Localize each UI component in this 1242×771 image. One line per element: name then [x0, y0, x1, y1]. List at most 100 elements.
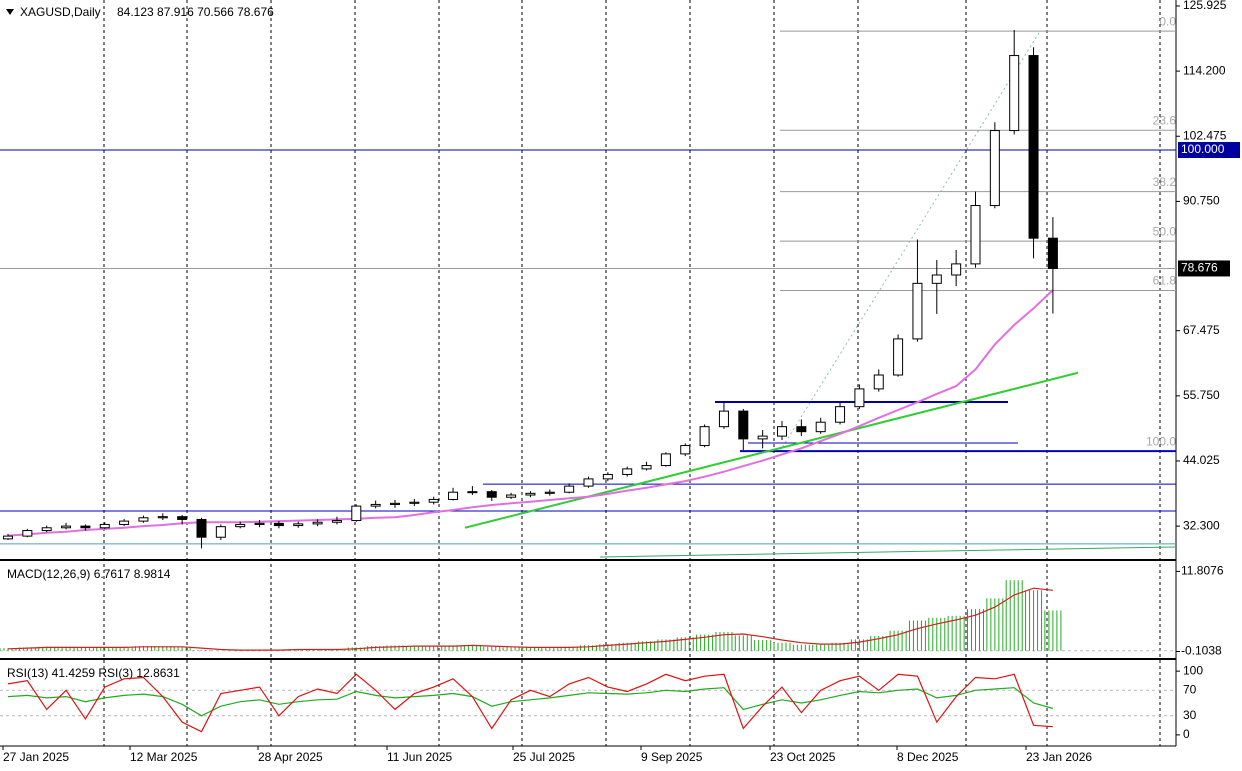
candle-body: [486, 491, 497, 498]
y-tick-label: 114.200: [1183, 63, 1226, 77]
rsi-line: [7, 673, 1053, 733]
candle-body: [757, 435, 768, 440]
x-tick-label: 25 Jul 2025: [513, 750, 575, 764]
trendline: [599, 546, 1176, 558]
x-tick-label: 23 Oct 2025: [770, 750, 836, 764]
candle-body: [1028, 55, 1039, 239]
candle-body: [448, 491, 459, 500]
candle-body: [835, 406, 846, 423]
fib-label: 61.8: [1153, 274, 1177, 288]
y-tick-label: 44.025: [1183, 453, 1220, 467]
candle-body: [777, 426, 787, 437]
candle-body: [951, 263, 962, 276]
candle-body: [931, 274, 942, 284]
y-tick-label: 102.475: [1183, 128, 1227, 142]
ohlc-label: 84.123 87.916 70.566 78.676: [117, 5, 274, 19]
fib-label: 50.0: [1153, 224, 1177, 238]
macd-tick-label: 11.8076: [1181, 564, 1224, 578]
symbol-title: XAGUSD,Daily: [20, 5, 101, 19]
candle-body: [641, 465, 652, 470]
y-tick-label: 55.750: [1183, 388, 1220, 402]
fib-trend: [779, 30, 1041, 452]
candle-body: [331, 520, 342, 523]
price-level-box: [1178, 142, 1240, 158]
rsi-tick-label: 100: [1183, 663, 1203, 677]
price-level-label: 100.000: [1181, 142, 1225, 156]
rsi-tick-label: 70: [1183, 682, 1197, 696]
candle-body: [815, 421, 826, 433]
candle-body: [699, 426, 710, 447]
x-tick-label: 23 Jan 2026: [1026, 750, 1092, 764]
candle-body: [854, 388, 865, 408]
x-tick-label: 12 Mar 2025: [130, 750, 198, 764]
candle-body: [41, 527, 52, 532]
rsi-tick-label: 30: [1183, 708, 1197, 722]
candle-body: [215, 526, 226, 538]
candle-body: [738, 410, 749, 440]
fib-label: 23.6: [1153, 113, 1177, 127]
candle-body: [525, 492, 536, 496]
candle-body: [428, 498, 439, 503]
candle-body: [138, 517, 149, 522]
candle-body: [3, 535, 13, 540]
candle-body: [177, 516, 188, 520]
x-tick-label: 8 Dec 2025: [897, 750, 959, 764]
y-tick-label: 125.925: [1183, 0, 1227, 12]
candle-body: [196, 518, 207, 538]
candle-body: [273, 522, 284, 527]
candle-body: [506, 494, 517, 498]
candle-body: [119, 520, 130, 525]
macd-label: MACD(12,26,9) 6.7617 8.9814: [7, 567, 171, 581]
candle-body: [235, 523, 246, 528]
trendline: [464, 371, 1079, 529]
candle-body: [622, 468, 633, 475]
candle-body: [80, 525, 91, 529]
macd-tick-label: -0.1038: [1181, 644, 1222, 658]
candle-body: [157, 516, 168, 519]
candle-body: [312, 521, 323, 525]
candle-body: [390, 502, 400, 505]
candle-body: [796, 426, 807, 433]
fib-label: 0.0: [1159, 14, 1176, 28]
x-tick-label: 27 Jan 2025: [3, 750, 69, 764]
candle-body: [970, 205, 981, 265]
fib-label: 38.2: [1153, 175, 1177, 189]
candle-body: [660, 453, 671, 467]
current-price-box: [1178, 260, 1230, 277]
candle-body: [718, 410, 729, 428]
x-tick-label: 9 Sep 2025: [641, 750, 703, 764]
y-tick-label: 90.750: [1183, 194, 1220, 208]
candle-body: [293, 523, 304, 527]
candle-body: [873, 374, 884, 390]
candle-body: [409, 501, 420, 504]
x-tick-label: 11 Jun 2025: [387, 750, 452, 764]
menu-arrow[interactable]: [6, 9, 14, 15]
candle-body: [370, 503, 381, 507]
candle-body: [544, 491, 555, 494]
rsi-label: RSI(13) 41.4259 RSI(3) 12.8631: [7, 666, 180, 680]
candle-body: [912, 282, 923, 340]
candle-body: [61, 525, 72, 529]
candle-body: [1047, 237, 1058, 269]
candle-body: [680, 445, 691, 455]
current-price-label: 78.676: [1181, 261, 1218, 275]
candle-body: [254, 522, 265, 525]
candle-body: [351, 505, 362, 522]
x-tick-label: 28 Apr 2025: [258, 750, 323, 764]
rsi-tick-label: 0: [1183, 727, 1190, 741]
candle-body: [602, 473, 613, 480]
candle-body: [99, 523, 110, 529]
candle-body: [583, 478, 594, 487]
rsi-line: [7, 687, 1054, 717]
macd-signal: [7, 587, 1053, 651]
y-tick-label: 32.300: [1183, 518, 1220, 532]
candle-body: [467, 491, 478, 494]
candle-body: [22, 530, 33, 537]
fib-label: 100.0: [1146, 434, 1176, 448]
y-tick-label: 67.475: [1183, 323, 1220, 337]
candle-body: [893, 338, 904, 376]
candle-body: [989, 130, 1000, 207]
candle-body: [564, 485, 575, 493]
